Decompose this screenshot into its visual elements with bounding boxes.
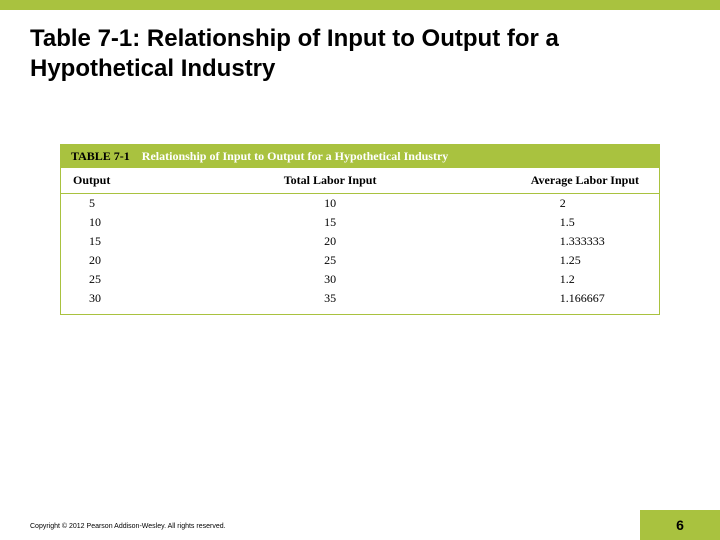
table-label: TABLE 7-1 — [71, 149, 130, 164]
cell-total: 20 — [211, 232, 450, 251]
cell-average: 1.5 — [450, 213, 659, 232]
cell-total: 35 — [211, 289, 450, 314]
cell-average: 2 — [450, 194, 659, 214]
cell-output: 25 — [61, 270, 211, 289]
page-number-box: 6 — [640, 510, 720, 540]
data-table: Output Total Labor Input Average Labor I… — [61, 168, 659, 314]
cell-output: 5 — [61, 194, 211, 214]
table-caption: Relationship of Input to Output for a Hy… — [142, 149, 449, 164]
top-accent-bar — [0, 0, 720, 10]
copyright-text: Copyright © 2012 Pearson Addison-Wesley.… — [30, 523, 226, 530]
cell-output: 15 — [61, 232, 211, 251]
cell-total: 25 — [211, 251, 450, 270]
col-header-total: Total Labor Input — [211, 168, 450, 194]
col-header-output: Output — [61, 168, 211, 194]
cell-output: 10 — [61, 213, 211, 232]
cell-output: 20 — [61, 251, 211, 270]
cell-average: 1.2 — [450, 270, 659, 289]
table-body: 510210151.515201.33333320251.2525301.230… — [61, 194, 659, 315]
table-row: 25301.2 — [61, 270, 659, 289]
cell-average: 1.333333 — [450, 232, 659, 251]
page-number: 6 — [676, 517, 684, 533]
slide-title: Table 7-1: Relationship of Input to Outp… — [0, 10, 720, 84]
cell-total: 30 — [211, 270, 450, 289]
table-row: 10151.5 — [61, 213, 659, 232]
cell-average: 1.166667 — [450, 289, 659, 314]
data-table-container: TABLE 7-1 Relationship of Input to Outpu… — [60, 144, 660, 315]
table-row: 15201.333333 — [61, 232, 659, 251]
table-row: 30351.166667 — [61, 289, 659, 314]
table-header-bar: TABLE 7-1 Relationship of Input to Outpu… — [61, 145, 659, 168]
cell-average: 1.25 — [450, 251, 659, 270]
footer: Copyright © 2012 Pearson Addison-Wesley.… — [0, 510, 720, 540]
cell-output: 30 — [61, 289, 211, 314]
table-row: 5102 — [61, 194, 659, 214]
table-header-row: Output Total Labor Input Average Labor I… — [61, 168, 659, 194]
cell-total: 15 — [211, 213, 450, 232]
cell-total: 10 — [211, 194, 450, 214]
table-row: 20251.25 — [61, 251, 659, 270]
col-header-average: Average Labor Input — [450, 168, 659, 194]
